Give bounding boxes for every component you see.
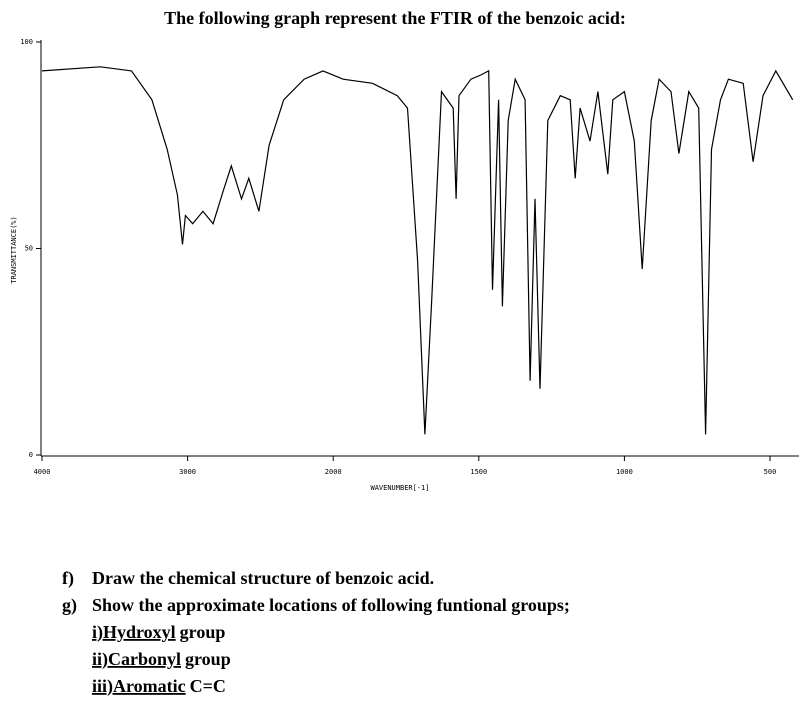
sub-item: ii)Carbonyl group: [92, 649, 231, 670]
spectrum-line: [41, 66, 794, 435]
x-tick-label: 4000: [34, 468, 51, 476]
sub-item-underlined: i)Hydroxyl: [92, 622, 176, 643]
x-tick-label: 1500: [470, 468, 487, 476]
x-axis-label: WAVENUMBER[-1]: [370, 484, 429, 492]
y-tick-label: 100: [20, 38, 33, 46]
y-tick-label: 50: [25, 245, 33, 253]
question-label: g): [62, 595, 77, 616]
sub-item-text: group: [185, 649, 231, 669]
y-axis-label: TRANSMITTANCE(%): [10, 216, 18, 283]
sub-item-underlined: ii)Carbonyl: [92, 649, 181, 670]
x-tick-label: 2000: [325, 468, 342, 476]
sub-item: i)Hydroxyl group: [92, 622, 225, 643]
question-label: f): [62, 568, 74, 589]
x-tick-label: 500: [764, 468, 777, 476]
y-tick-label: 0: [29, 451, 33, 459]
title: The following graph represent the FTIR o…: [164, 8, 626, 28]
question-text: Show the approximate locations of follow…: [92, 595, 570, 615]
sub-item-text: group: [180, 622, 226, 642]
sub-item-text: C=C: [190, 676, 226, 696]
sub-item: iii)Aromatic C=C: [92, 676, 226, 697]
sub-item-underlined: iii)Aromatic: [92, 676, 186, 697]
x-tick-label: 3000: [179, 468, 196, 476]
x-tick-label: 1000: [616, 468, 633, 476]
question-text: Draw the chemical structure of benzoic a…: [92, 568, 434, 588]
